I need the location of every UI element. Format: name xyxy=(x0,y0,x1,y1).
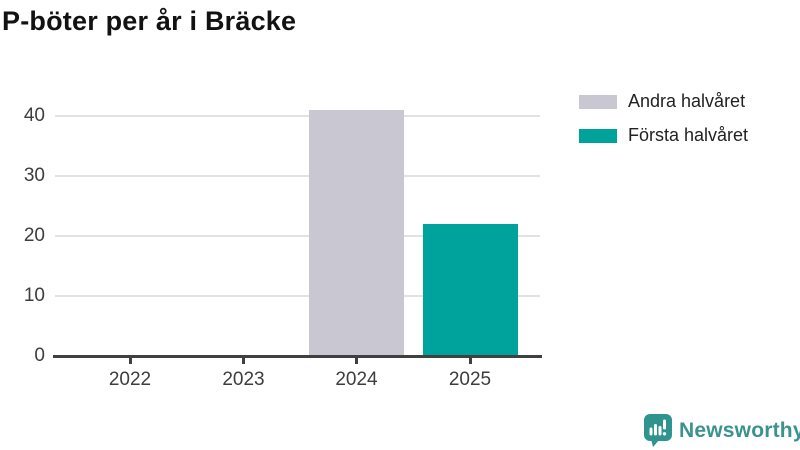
bar-2025-första-halvåret xyxy=(422,224,518,356)
newsworthy-logo: Newsworthy xyxy=(644,414,800,447)
legend-swatch-forsta-halvaret xyxy=(579,128,617,143)
newsworthy-logo-icon xyxy=(644,414,672,447)
y-axis-label-10: 10 xyxy=(23,285,45,306)
newsworthy-logo-text: Newsworthy xyxy=(679,418,800,442)
gridline-y10 xyxy=(55,295,540,297)
y-axis-label-0: 0 xyxy=(34,345,45,366)
x-axis-label-2022: 2022 xyxy=(108,369,152,390)
y-axis-label-40: 40 xyxy=(23,105,45,126)
x-axis-label-2023: 2023 xyxy=(222,369,265,390)
y-axis-label-20: 20 xyxy=(23,225,45,246)
x-axis-line xyxy=(53,355,542,358)
legend: Andra halvåret Första halvåret xyxy=(579,91,748,159)
legend-swatch-andra-halvaret xyxy=(579,94,617,109)
x-axis-tick-2024 xyxy=(355,358,358,364)
legend-item-andra-halvaret: Andra halvåret xyxy=(579,91,748,112)
legend-label-forsta-halvaret: Första halvåret xyxy=(628,125,749,145)
x-axis-tick-2025 xyxy=(468,358,472,364)
gridline-y30 xyxy=(55,175,540,177)
bar-2024-andra-halvåret xyxy=(309,110,404,356)
y-axis-label-30: 30 xyxy=(23,165,45,186)
gridline-y20 xyxy=(55,235,540,237)
legend-item-forsta-halvaret: Första halvåret xyxy=(579,125,748,146)
legend-label-andra-halvaret: Andra halvåret xyxy=(628,91,746,111)
x-axis-tick-2022 xyxy=(128,358,132,364)
gridline-y40 xyxy=(55,115,540,117)
chart-title: P-böter per år i Bräcke xyxy=(2,6,297,36)
x-axis-label-2024: 2024 xyxy=(335,369,378,390)
x-axis-label-2025: 2025 xyxy=(448,369,492,390)
x-axis-tick-2023 xyxy=(242,358,245,364)
